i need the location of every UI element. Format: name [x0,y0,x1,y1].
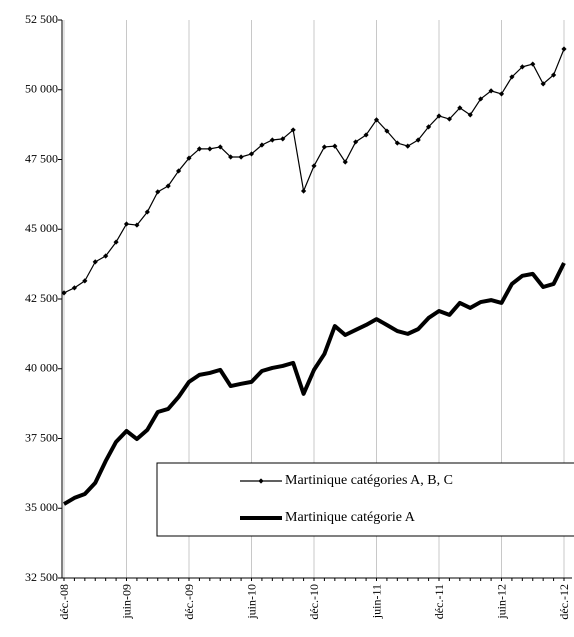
data-point [353,139,359,145]
y-tick-label: 35 000 [25,500,58,514]
data-point [92,259,98,265]
grid [63,20,565,578]
data-point [373,117,380,123]
data-point [457,105,463,111]
data-point [186,155,192,161]
y-tick-label: 40 000 [25,361,58,375]
data-point [134,222,140,228]
x-tick-label: déc.-11 [432,584,446,619]
data-point [228,154,234,160]
data-point [82,278,88,284]
data-point [363,132,369,138]
data-point [280,136,286,142]
data-point [269,137,275,143]
data-point [259,142,265,148]
legend-marker [258,478,264,484]
data-point [207,146,213,152]
data-point [530,61,536,67]
plot-area [61,46,567,506]
y-tick-label: 37 500 [25,430,58,444]
data-point [561,46,567,52]
data-point [175,168,182,174]
data-point [384,128,390,134]
data-point [488,88,494,94]
data-point [103,253,109,259]
data-point [342,159,348,165]
data-point [61,290,67,296]
y-tick-label: 47 500 [25,151,58,165]
y-tick-label: 32 500 [25,570,58,584]
y-tick-label: 42 500 [25,291,58,305]
x-tick-label: juin-11 [370,584,384,619]
data-point [478,96,484,102]
data-point [405,143,411,149]
series-line [62,262,566,506]
y-tick-label: 52 500 [25,12,58,26]
legend-box [156,462,574,537]
legend-label: Martinique catégorie A [285,510,416,525]
x-tick-label: déc.-12 [557,584,571,620]
data-point [238,154,244,160]
legend: Martinique catégories A, B, C Martinique … [156,462,574,537]
x-tick-label: déc.-08 [57,584,71,620]
data-point [415,137,421,143]
data-point [394,140,400,146]
data-point [332,143,338,149]
x-tick-label: juin-09 [120,584,134,620]
x-tick-label: juin-10 [245,584,259,620]
data-point [196,146,203,152]
data-point [321,144,328,150]
data-point [550,72,557,78]
data-point [498,91,505,97]
data-point [540,81,546,87]
data-point [155,189,161,195]
data-point [217,144,223,150]
data-point [300,188,307,194]
data-point [248,151,255,157]
data-point [425,124,432,130]
data-point [123,221,130,227]
x-tick-label: juin-12 [495,584,509,620]
y-tick-label: 50 000 [25,82,58,96]
data-point [436,113,442,119]
data-point [311,163,317,169]
data-point [165,183,171,189]
data-point [113,239,119,245]
x-tick-label: déc.-09 [182,584,196,620]
data-point [290,127,296,133]
y-tick-label: 45 000 [25,221,58,235]
legend-label: Martinique catégories A, B, C [285,473,453,488]
data-point [144,209,150,215]
data-point [446,116,453,122]
data-point [71,285,78,291]
data-point [509,74,515,80]
data-point [467,112,473,118]
x-tick-label: déc.-10 [307,584,321,620]
data-point [519,64,525,70]
